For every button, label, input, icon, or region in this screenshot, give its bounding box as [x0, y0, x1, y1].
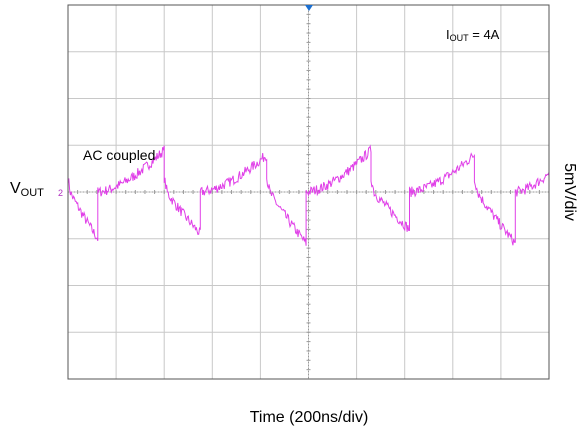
x-axis-label: Time (200ns/div): [250, 409, 369, 426]
channel-number: 2: [58, 188, 63, 198]
vout-trace: [67, 144, 550, 246]
trigger-marker: [305, 5, 313, 11]
coupling-label: AC coupled: [83, 147, 155, 163]
condition-label: IOUT = 4A: [446, 27, 500, 43]
plot-grid: [67, 4, 550, 380]
channel-label: VOUT: [10, 180, 44, 199]
y-axis-label: 5mV/div: [561, 163, 578, 221]
